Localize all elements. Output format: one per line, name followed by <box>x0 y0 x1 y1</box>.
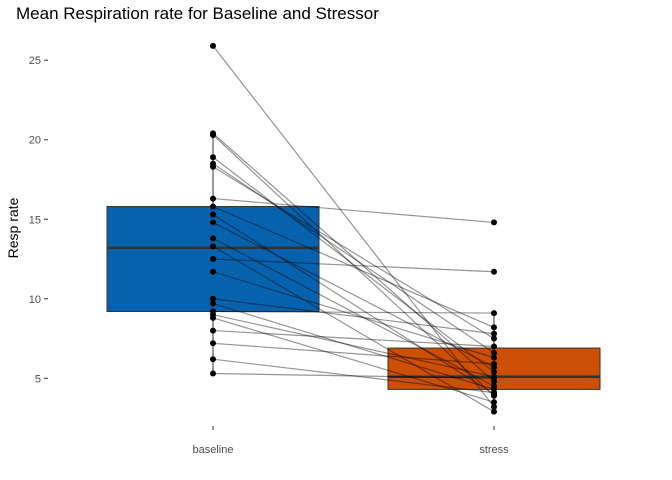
baseline-point-16 <box>210 300 216 307</box>
stress-point-4 <box>491 368 497 375</box>
stress-point-5 <box>491 349 497 356</box>
axes-layer: 5 10 15 20 25 baseline stress Resp rate <box>5 55 509 456</box>
baseline-point-9 <box>210 211 216 218</box>
pair-line-3 <box>212 134 495 397</box>
x-tick-label-baseline: baseline <box>193 444 234 456</box>
pair-line-18 <box>212 314 495 378</box>
pair-line-13 <box>212 258 495 273</box>
baseline-point-6 <box>210 163 216 170</box>
pair-line-16 <box>212 302 495 390</box>
x-tick-label-stress: stress <box>479 444 509 456</box>
stress-point-12 <box>491 408 497 415</box>
y-tick-label-15: 15 <box>29 214 41 226</box>
baseline-point-7 <box>210 195 216 202</box>
stress-point-7 <box>491 219 497 226</box>
pair-line-22 <box>212 358 495 394</box>
baseline-point-3 <box>210 131 216 138</box>
baseline-point-12 <box>210 243 216 250</box>
stress-point-8 <box>491 324 497 331</box>
baseline-point-4 <box>210 154 216 161</box>
pair-line-1 <box>212 45 495 408</box>
pair-line-11 <box>212 237 495 387</box>
baseline-point-8 <box>210 203 216 210</box>
stress-point-6 <box>491 335 497 342</box>
stress-point-17 <box>491 310 497 317</box>
pair-line-4 <box>212 156 495 373</box>
pair-line-12 <box>212 245 495 413</box>
pair-line-7 <box>212 197 495 224</box>
baseline-point-20 <box>210 327 216 334</box>
baseline-point-13 <box>210 256 216 263</box>
pair-line-2 <box>212 132 495 382</box>
stress-point-1 <box>491 403 497 410</box>
baseline-point-10 <box>210 219 216 226</box>
baseline-point-23 <box>210 370 216 377</box>
pair-line-20 <box>212 329 495 348</box>
stress-point-19 <box>491 399 497 406</box>
pair-line-6 <box>212 166 495 340</box>
pair-lines-layer <box>212 45 495 413</box>
pair-line-21 <box>212 342 495 365</box>
stress-point-14 <box>491 354 497 361</box>
boxes-layer <box>106 133 601 412</box>
stress-point-20 <box>491 343 497 350</box>
baseline-point-21 <box>210 340 216 347</box>
baseline-point-15 <box>210 295 216 302</box>
pair-line-9 <box>212 213 495 395</box>
baseline-point-14 <box>210 268 216 275</box>
pair-line-17 <box>212 310 495 314</box>
pair-line-19 <box>212 317 495 403</box>
stress-point-22 <box>491 389 497 396</box>
baseline-point-11 <box>210 235 216 242</box>
baseline-point-22 <box>210 356 216 363</box>
baseline-point-1 <box>210 42 216 49</box>
points-layer <box>210 42 497 415</box>
stress-point-13 <box>491 268 497 275</box>
y-tick-label-25: 25 <box>29 55 41 67</box>
pair-line-23 <box>212 372 495 379</box>
y-tick-label-10: 10 <box>29 294 41 306</box>
chart-title: Mean Respiration rate for Baseline and S… <box>16 4 379 23</box>
y-axis-title: Resp rate <box>5 197 21 258</box>
pair-line-14 <box>212 271 495 359</box>
pair-line-5 <box>212 163 495 354</box>
pair-line-10 <box>212 221 495 368</box>
y-tick-label-20: 20 <box>29 135 41 147</box>
stress-point-23 <box>491 375 497 382</box>
baseline-point-19 <box>210 314 216 321</box>
stress-point-21 <box>491 360 497 367</box>
stress-point-15 <box>491 330 497 337</box>
y-tick-label-5: 5 <box>35 373 41 385</box>
pair-line-15 <box>212 298 495 335</box>
pair-line-8 <box>212 205 495 328</box>
